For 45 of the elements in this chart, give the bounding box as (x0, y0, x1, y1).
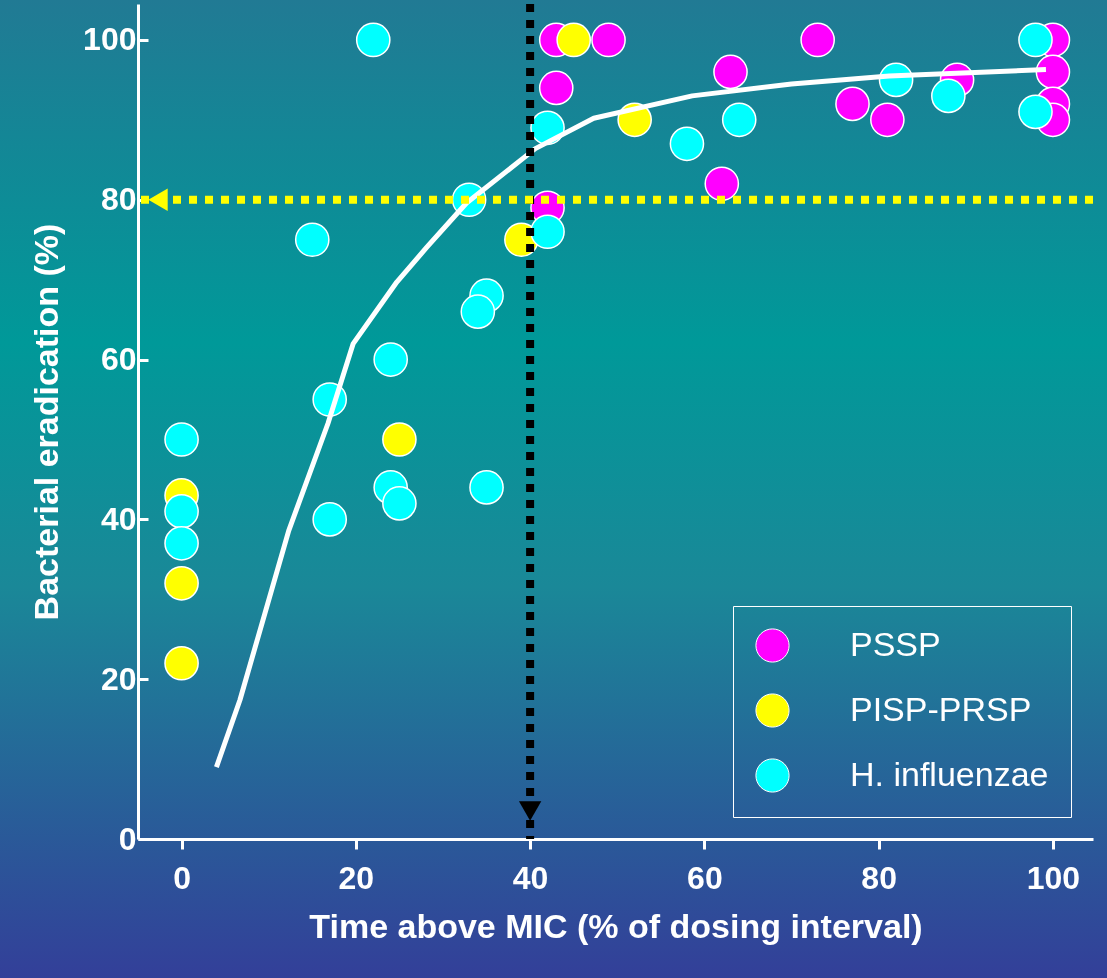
point (382, 486, 417, 521)
x-tick-label: 0 (173, 859, 191, 896)
y-tick-label: 100 (83, 21, 137, 58)
point (556, 22, 592, 58)
y-tick-label: 20 (100, 660, 137, 697)
point (373, 342, 409, 377)
point (870, 102, 905, 138)
point (294, 222, 330, 258)
point (591, 22, 626, 58)
point (835, 86, 870, 122)
point (713, 54, 748, 90)
y-axis-title: Bacterial eradication (%) (27, 223, 66, 621)
x-axis-title: Time above MIC (% of dosing interval) (309, 906, 923, 945)
point (721, 102, 757, 138)
point (355, 22, 391, 58)
point (530, 214, 565, 250)
point (164, 566, 199, 601)
x-tick-label: 60 (687, 859, 723, 896)
x-tick-label: 20 (338, 859, 375, 896)
point (931, 78, 966, 114)
point (1018, 94, 1053, 130)
legend-label: PISP-PRSP (850, 689, 1032, 728)
point (164, 494, 199, 529)
point (164, 422, 199, 457)
point (469, 470, 504, 505)
legend-label: PSSP (850, 624, 941, 663)
y-tick-label: 80 (100, 181, 137, 218)
y-tick-label: 0 (118, 820, 137, 857)
point (164, 526, 199, 561)
legend-label: H. influenzae (850, 754, 1049, 793)
point (669, 126, 705, 162)
point (1018, 22, 1053, 58)
y-tick-label: 40 (100, 500, 137, 537)
x-tick-label: 40 (512, 859, 549, 896)
x-tick-label: 100 (1026, 859, 1081, 896)
point (312, 502, 348, 537)
y-tick-label: 60 (100, 341, 137, 378)
point (164, 645, 199, 681)
point (382, 422, 417, 457)
point (538, 70, 574, 106)
point (800, 22, 835, 58)
point (1035, 54, 1071, 90)
x-tick-label: 80 (861, 859, 897, 896)
point (460, 294, 496, 329)
point (704, 166, 740, 202)
